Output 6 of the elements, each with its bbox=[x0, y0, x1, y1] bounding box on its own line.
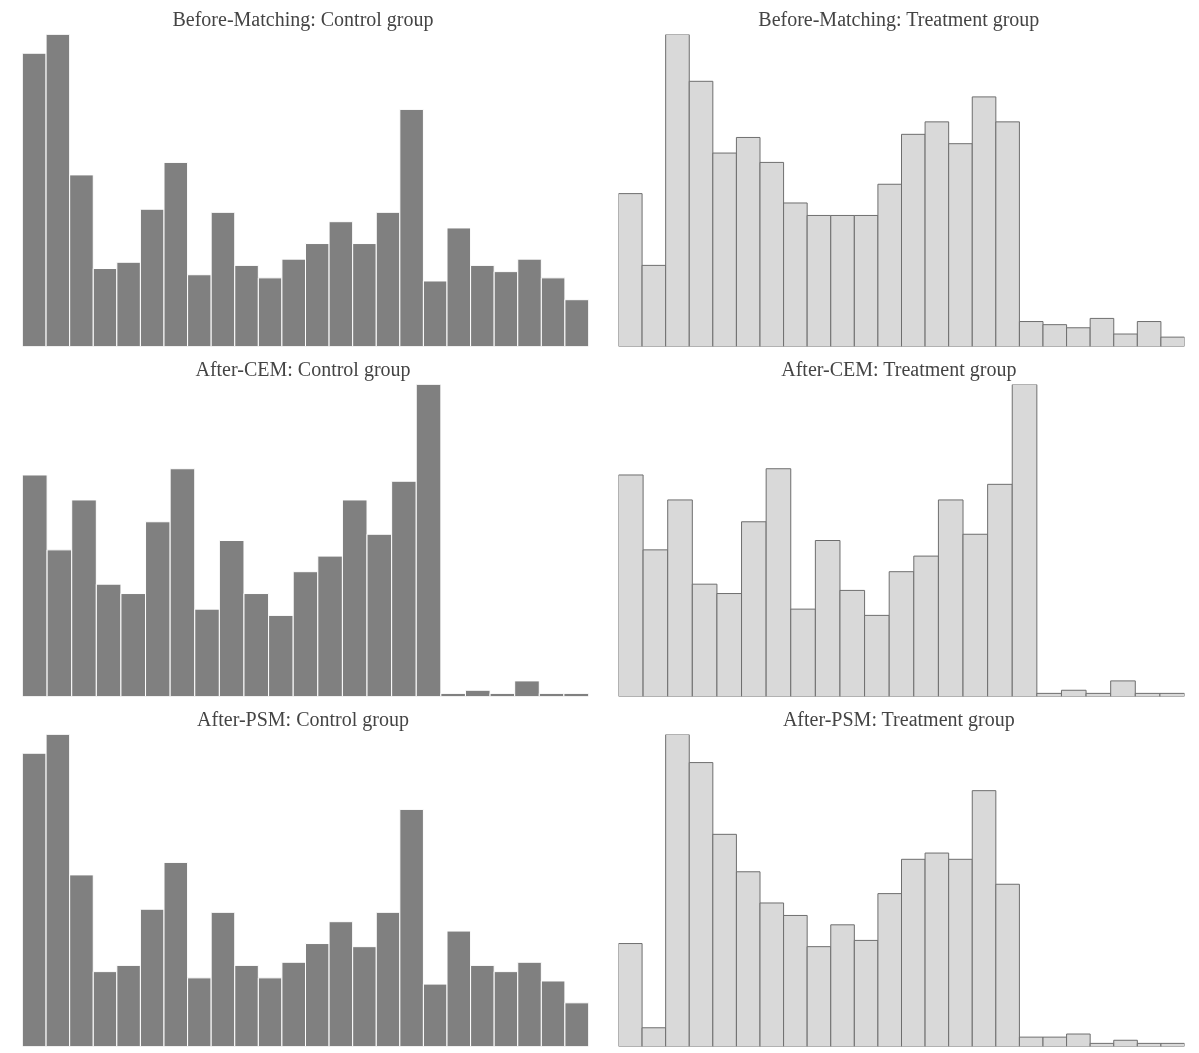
chart-title: After-CEM: Treatment group bbox=[781, 357, 1017, 381]
chart-title: Before-Matching: Control group bbox=[172, 7, 434, 31]
chart-title: After-PSM: Treatment group bbox=[782, 707, 1015, 731]
chart-title: After-CEM: Control group bbox=[195, 357, 411, 381]
chart-title: After-PSM: Control group bbox=[197, 707, 409, 731]
chart-title: Before-Matching: Treatment group bbox=[758, 7, 1040, 31]
